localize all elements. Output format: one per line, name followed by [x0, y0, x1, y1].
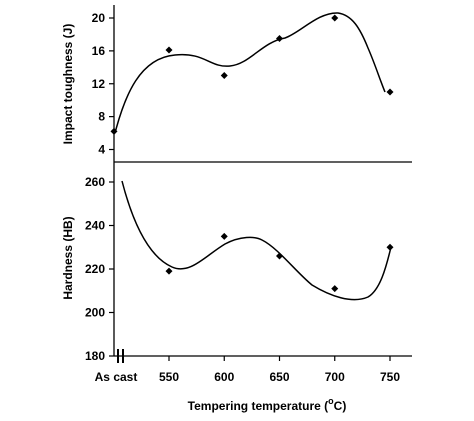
bottom-data-points: [165, 232, 394, 293]
bottom-y-tick-label: 200: [85, 306, 105, 320]
top-y-axis-title: Impact toughness (J): [61, 24, 75, 145]
bottom-y-tick-label: 180: [85, 349, 105, 363]
x-tick-label: As cast: [95, 370, 138, 384]
x-axis-title: Tempering temperature (oC): [188, 396, 347, 413]
top-data-point: [276, 35, 283, 43]
bottom-data-point: [220, 232, 228, 240]
x-tick-label: 750: [380, 370, 400, 384]
bottom-data-point: [331, 285, 339, 293]
bottom-data-point: [276, 252, 283, 260]
top-y-ticks: 4 8 12 16 20: [92, 11, 114, 157]
top-data-point: [331, 14, 339, 22]
top-data-point: [386, 88, 394, 96]
top-y-tick-label: 16: [92, 44, 106, 58]
top-y-tick-label: 12: [92, 77, 106, 91]
top-trend-curve: [114, 12, 386, 134]
top-y-tick-label: 4: [98, 143, 105, 157]
x-tick-label: 700: [325, 370, 345, 384]
bottom-y-ticks: 180 200 220 240 260: [85, 175, 114, 363]
bottom-trend-curve: [121, 180, 392, 301]
bottom-y-axis-title: Hardness (HB): [61, 216, 75, 299]
bottom-panel: 180 200 220 240 260 As cast 550 600 650 700 750 H…: [61, 162, 412, 413]
x-tick-label: 600: [214, 370, 234, 384]
top-data-point: [165, 46, 173, 54]
top-y-tick-label: 8: [98, 110, 105, 124]
bottom-data-point: [386, 243, 394, 251]
x-ticks: As cast 550 600 650 700 750: [95, 356, 400, 384]
x-tick-label: 650: [269, 370, 289, 384]
top-data-points: [110, 14, 394, 135]
axis-break-mark: [117, 349, 124, 363]
x-axis-title-unit: C): [334, 399, 347, 413]
bottom-data-point: [165, 267, 173, 275]
bottom-y-tick-label: 220: [85, 262, 105, 276]
x-axis-title-degree: o: [328, 396, 334, 406]
x-tick-label: 550: [159, 370, 179, 384]
x-axis-title-main: Tempering temperature (: [188, 399, 328, 413]
top-panel: 4 8 12 16 20 Impact toughness (J): [61, 5, 412, 163]
top-data-point: [110, 127, 118, 135]
top-data-point: [220, 72, 228, 80]
bottom-y-tick-label: 260: [85, 175, 105, 189]
top-y-tick-label: 20: [92, 11, 106, 25]
bottom-y-tick-label: 240: [85, 219, 105, 233]
